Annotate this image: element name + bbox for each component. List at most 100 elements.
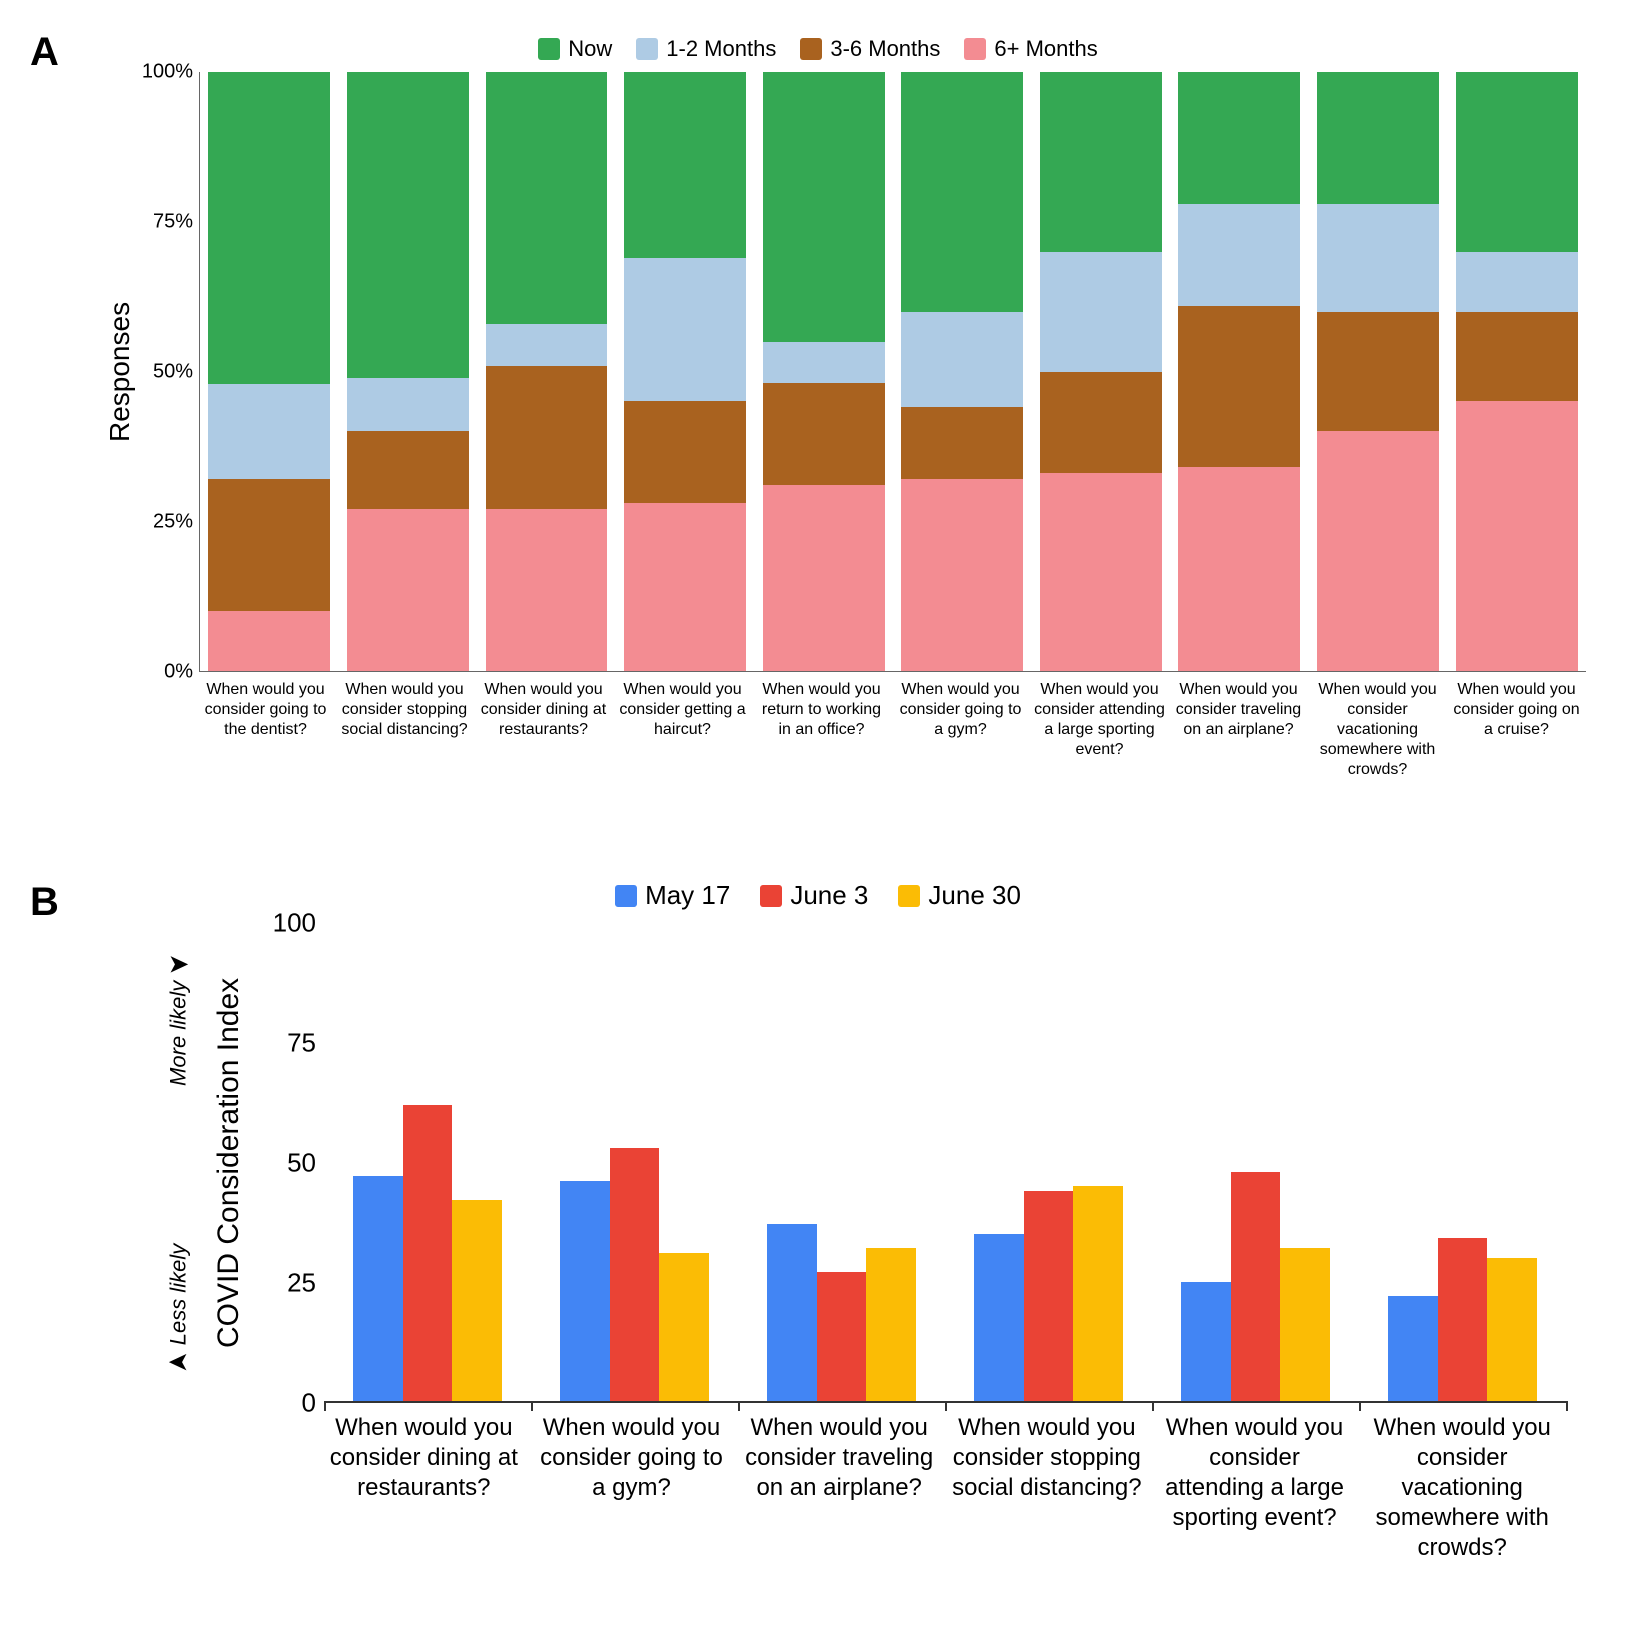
panel-a-bar-segment xyxy=(624,503,746,671)
legend-label: Now xyxy=(568,36,612,62)
panel-a-xlabel: When would you consider attending a larg… xyxy=(1030,672,1169,780)
panel-b: B May 17June 3June 30 More likely ➤ ➤ Le… xyxy=(30,880,1606,1600)
panel-b-bar xyxy=(866,1248,916,1401)
panel-b-bar xyxy=(610,1148,660,1401)
panel-a-bar-column xyxy=(339,72,478,671)
panel-b-group xyxy=(945,923,1152,1401)
panel-a-bar-column xyxy=(1309,72,1448,671)
panel-a-bar-segment xyxy=(763,383,885,485)
panel-b-likelihood-arrows: More likely ➤ ➤ Less likely xyxy=(150,923,206,1403)
panel-b-legend: May 17June 3June 30 xyxy=(30,880,1606,923)
legend-swatch xyxy=(800,38,822,60)
panel-a-bar-segment xyxy=(486,366,608,510)
panel-b-bar xyxy=(353,1176,403,1401)
legend-label: 1-2 Months xyxy=(666,36,776,62)
panel-a-xlabels: When would you consider going to the den… xyxy=(196,672,1586,780)
panel-a-ylabel: Responses xyxy=(100,72,140,672)
panel-a-stacked-bar xyxy=(1040,72,1162,671)
panel-b-letter: B xyxy=(30,880,59,925)
panel-b-xtick xyxy=(1359,1401,1361,1411)
panel-a-bar-segment xyxy=(1317,312,1439,432)
more-likely-arrow: More likely ➤ xyxy=(163,953,194,1086)
panel-b-chart: More likely ➤ ➤ Less likely COVID Consid… xyxy=(150,923,1566,1403)
panel-b-xtick xyxy=(324,1401,326,1411)
panel-b-yaxis: 0255075100 xyxy=(252,923,324,1403)
panel-a-bar-column xyxy=(616,72,755,671)
panel-a-bar-segment xyxy=(486,509,608,671)
legend-label: 6+ Months xyxy=(994,36,1097,62)
panel-b-bar xyxy=(974,1234,1024,1401)
panel-b-ytick: 100 xyxy=(273,908,316,939)
panel-a-xlabel: When would you consider traveling on an … xyxy=(1169,672,1308,780)
panel-a-bar-segment xyxy=(901,407,1023,479)
panel-b-bar xyxy=(1487,1258,1537,1401)
panel-a-chart: Responses 0%25%50%75%100% xyxy=(100,72,1586,672)
panel-b-bar xyxy=(452,1200,502,1401)
panel-a-letter: A xyxy=(30,30,59,75)
panel-a-bar-segment xyxy=(624,401,746,503)
panel-a-legend-item: 1-2 Months xyxy=(636,36,776,62)
panel-a-stacked-bar xyxy=(1178,72,1300,671)
panel-b-bar xyxy=(560,1181,610,1401)
arrow-up-icon: ➤ xyxy=(167,948,189,979)
panel-a-bar-column xyxy=(1032,72,1171,671)
panel-a-bar-segment xyxy=(1456,312,1578,402)
panel-b-legend-item: June 30 xyxy=(898,880,1021,911)
panel-b-xtick xyxy=(531,1401,533,1411)
panel-b-xlabels: When would you consider dining at restau… xyxy=(320,1403,1566,1563)
panel-b-bar xyxy=(1438,1238,1488,1401)
panel-a-bar-segment xyxy=(1317,204,1439,312)
panel-a-stacked-bar xyxy=(1456,72,1578,671)
panel-a-bar-segment xyxy=(1040,473,1162,671)
panel-a-ytick: 0% xyxy=(164,661,193,684)
panel-a-bar-segment xyxy=(901,72,1023,312)
panel-b-bar xyxy=(1388,1296,1438,1401)
less-likely-label: Less likely xyxy=(165,1244,191,1345)
panel-a-bar-segment xyxy=(763,72,885,342)
panel-a-ytick: 100% xyxy=(142,61,193,84)
panel-a-yaxis: 0%25%50%75%100% xyxy=(140,72,200,672)
legend-swatch xyxy=(898,885,920,907)
panel-b-group xyxy=(531,923,738,1401)
panel-b-bar xyxy=(767,1224,817,1401)
panel-b-bar xyxy=(659,1253,709,1401)
panel-a-bar-segment xyxy=(1178,467,1300,671)
panel-b-xtick xyxy=(945,1401,947,1411)
panel-b-group xyxy=(1152,923,1359,1401)
panel-a-xlabel: When would you consider going to the den… xyxy=(196,672,335,780)
panel-a-bar-segment xyxy=(1456,72,1578,252)
panel-a: A Now 1-2 Months 3-6 Months 6+ Months Respo… xyxy=(30,30,1606,830)
panel-b-bar xyxy=(1181,1282,1231,1402)
panel-a-bar-segment xyxy=(624,72,746,258)
panel-a-bar-segment xyxy=(347,431,469,509)
panel-a-stacked-bar xyxy=(1317,72,1439,671)
panel-b-ytick: 0 xyxy=(302,1388,316,1419)
panel-a-bar-column xyxy=(1447,72,1586,671)
panel-a-stacked-bar xyxy=(208,72,330,671)
panel-b-xlabel: When would you consider vacationing some… xyxy=(1358,1403,1566,1563)
panel-a-bar-column xyxy=(893,72,1032,671)
panel-b-bar xyxy=(1280,1248,1330,1401)
legend-label: May 17 xyxy=(645,880,730,911)
panel-a-bar-segment xyxy=(1456,252,1578,312)
panel-b-bar xyxy=(403,1105,453,1401)
panel-a-bar-segment xyxy=(347,378,469,432)
panel-b-plot xyxy=(324,923,1566,1403)
panel-a-bar-segment xyxy=(1317,72,1439,204)
panel-b-xtick xyxy=(738,1401,740,1411)
panel-a-stacked-bar xyxy=(624,72,746,671)
panel-a-bar-segment xyxy=(208,479,330,611)
legend-label: June 30 xyxy=(928,880,1021,911)
panel-b-legend-item: May 17 xyxy=(615,880,730,911)
panel-b-xlabel: When would you consider going to a gym? xyxy=(528,1403,736,1563)
panel-a-xlabel: When would you consider getting a haircu… xyxy=(613,672,752,780)
legend-label: 3-6 Months xyxy=(830,36,940,62)
panel-b-bar xyxy=(817,1272,867,1401)
panel-a-bar-segment xyxy=(347,72,469,377)
panel-a-legend-item: 6+ Months xyxy=(964,36,1097,62)
panel-a-bar-segment xyxy=(1040,72,1162,252)
more-likely-label: More likely xyxy=(165,981,191,1086)
panel-a-stacked-bar xyxy=(347,72,469,671)
panel-b-xtick xyxy=(1566,1401,1568,1411)
panel-a-ytick: 75% xyxy=(153,211,193,234)
